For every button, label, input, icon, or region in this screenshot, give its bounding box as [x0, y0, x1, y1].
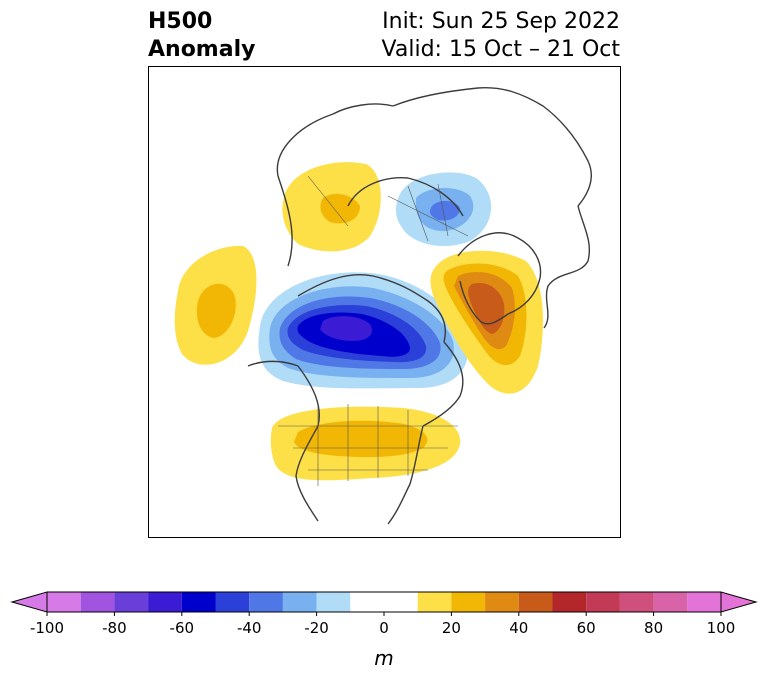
colorbar-ticks: -100 -80 -60 -40 -20 0 20 40 60 80 100 [30, 612, 735, 637]
colorbar-bin [80, 592, 115, 612]
colorbar-bin [249, 592, 283, 612]
colorbar-bin [653, 592, 688, 612]
colorbar-bin [451, 592, 486, 612]
anomaly-canada-negative [258, 272, 468, 389]
colorbar-tick-label: 100 [707, 619, 736, 637]
colorbar-tick-label: -80 [102, 619, 127, 637]
colorbar-extend-high [720, 591, 758, 613]
coastlines [247, 86, 592, 525]
title-block-left: H500 Anomaly [148, 8, 255, 64]
colorbar-bin [114, 592, 149, 612]
colorbar-bin [687, 592, 721, 612]
colorbar-bin [282, 592, 317, 612]
title-block-right: Init: Sun 25 Sep 2022 Valid: 15 Oct – 21… [382, 8, 620, 64]
colorbar-tick-label: -40 [237, 619, 262, 637]
colorbar-tick-label: 20 [442, 619, 461, 637]
colorbar-tick-label: -20 [304, 619, 329, 637]
colorbar-bin [181, 592, 216, 612]
colorbar-tick-label: 60 [577, 619, 596, 637]
colorbar-bin [316, 592, 351, 612]
anomaly-map [148, 66, 621, 538]
colorbar-tick-label: 80 [644, 619, 663, 637]
anomaly-pacific-positive [174, 245, 257, 365]
colorbar-tick-label: 0 [379, 619, 389, 637]
political-borders [278, 175, 469, 486]
map-frame [148, 66, 621, 538]
colorbar-tick-label: 40 [509, 619, 528, 637]
colorbar-bin [215, 592, 250, 612]
colorbar-bin [148, 592, 182, 612]
colorbar-bin [47, 592, 81, 612]
colorbar-bin [518, 592, 553, 612]
title-field: Anomaly [148, 37, 256, 62]
colorbar-tick-label: -60 [170, 619, 195, 637]
colorbar-bin [619, 592, 654, 612]
colorbar-unit: m [374, 646, 394, 670]
colorbar-bin [552, 592, 587, 612]
colorbar-bins [46, 591, 722, 613]
valid-range: Valid: 15 Oct – 21 Oct [381, 37, 620, 62]
colorbar-bin [417, 592, 452, 612]
colorbar-tick-label: -100 [30, 619, 64, 637]
colorbar-bin [485, 592, 519, 612]
colorbar-bin [586, 592, 620, 612]
anomaly-eurasia-negative [396, 172, 492, 247]
title-variable: H500 [148, 9, 213, 34]
init-date: Init: Sun 25 Sep 2022 [382, 9, 620, 34]
colorbar-bin [350, 592, 418, 612]
colorbar: -100 -80 -60 -40 -20 0 20 40 60 80 100 [10, 591, 758, 637]
anomaly-greenland-positive [430, 250, 543, 394]
colorbar-extend-low [10, 591, 48, 613]
